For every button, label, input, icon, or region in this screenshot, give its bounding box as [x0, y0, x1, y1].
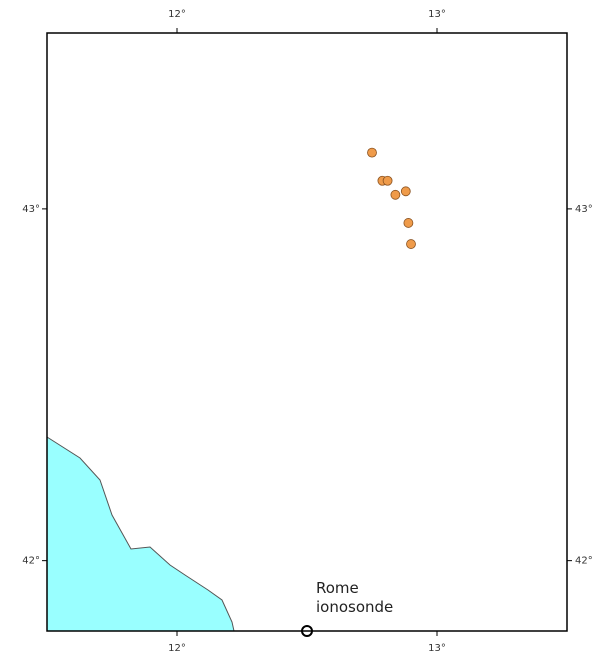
- epicenter: [367, 147, 377, 158]
- x-tick-label: 13°: [428, 9, 446, 20]
- station-label: Rome ionosonde: [316, 579, 394, 616]
- x-tick-label: 12°: [168, 9, 186, 20]
- y-tick-label: 43°: [22, 204, 40, 215]
- y-tick-label: 43°: [575, 204, 593, 215]
- map-frame: [46, 32, 568, 632]
- epicenter: [382, 175, 393, 186]
- y-tick-label: 42°: [575, 556, 593, 567]
- sea: [46, 436, 235, 632]
- x-tick-label: 12°: [168, 643, 186, 654]
- x-tick-label: 13°: [428, 643, 446, 654]
- epicenter: [400, 186, 411, 197]
- epicenter: [390, 189, 401, 200]
- y-tick-label: 42°: [22, 556, 40, 567]
- epicenter: [403, 218, 414, 228]
- station-marker: [301, 625, 313, 637]
- epicenter: [406, 239, 416, 249]
